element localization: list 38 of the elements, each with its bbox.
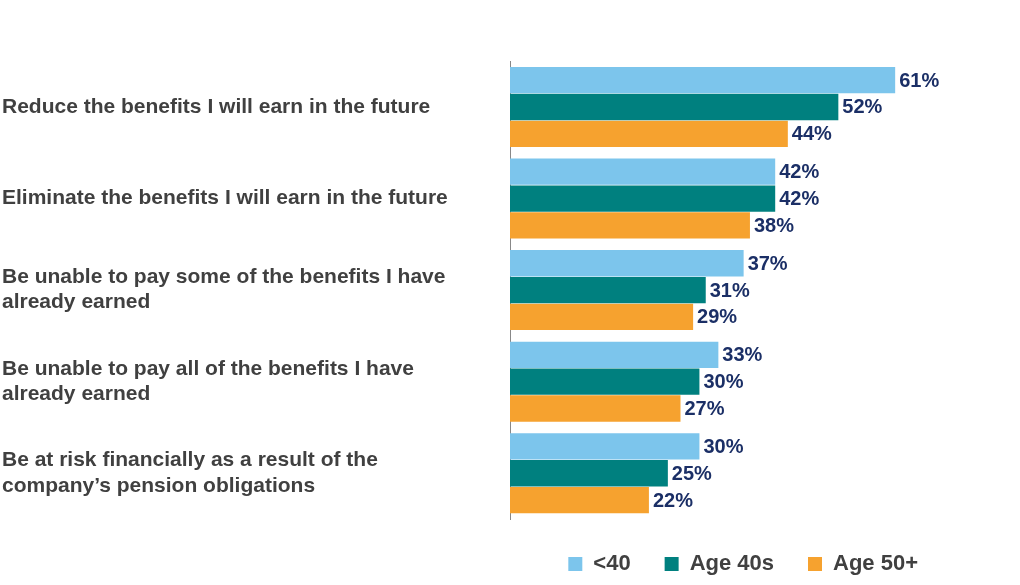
bar	[510, 212, 750, 239]
data-label: 30%	[703, 370, 744, 393]
data-label: 29%	[697, 305, 738, 328]
legend-label: <40	[593, 550, 631, 576]
bar	[510, 66, 896, 94]
data-label: 38%	[753, 213, 795, 236]
bar	[510, 341, 719, 368]
bar	[510, 303, 694, 331]
bar	[510, 395, 681, 422]
y-tick-label: Be unable to pay some of the benefits I have already earned	[2, 264, 446, 313]
bar	[510, 433, 700, 460]
bar	[510, 185, 776, 212]
data-label: 44%	[791, 122, 833, 145]
bar	[510, 158, 776, 185]
data-label: 37%	[747, 251, 788, 274]
data-label: 42%	[779, 160, 820, 183]
data-label: 52%	[842, 95, 883, 118]
legend-label: Age 40s	[689, 550, 775, 576]
data-label: 22%	[652, 488, 694, 511]
bar	[510, 120, 788, 147]
data-label: 42%	[779, 187, 820, 210]
y-tick-label: Eliminate the benefits I will earn in the future	[2, 185, 448, 209]
bar	[510, 250, 744, 277]
data-label: 33%	[722, 343, 763, 366]
data-label: 27%	[684, 397, 725, 420]
data-label: 25%	[671, 461, 713, 484]
bar	[510, 93, 839, 121]
bar	[510, 486, 649, 514]
legend-label: Age 50+	[833, 550, 919, 576]
data-label: 31%	[709, 278, 750, 301]
data-label: 30%	[703, 434, 744, 457]
bar	[510, 368, 700, 395]
y-tick-label: Be at risk financially as a result of the company’s pension obligations	[2, 447, 378, 496]
y-tick-label: Reduce the benefits I will earn in the future	[2, 93, 431, 117]
bar	[510, 276, 706, 304]
bar	[510, 460, 668, 487]
y-tick-label: Be unable to pay all of the benefits I have already earned	[2, 355, 414, 405]
data-label: 61%	[899, 68, 940, 91]
